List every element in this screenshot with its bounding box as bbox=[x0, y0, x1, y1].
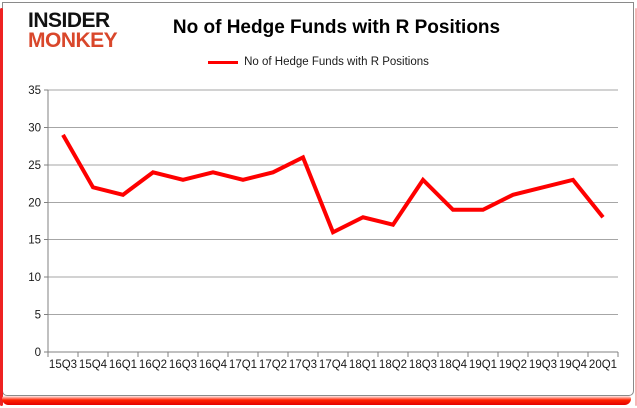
x-tick-label: 18Q3 bbox=[409, 359, 437, 371]
frame-bottom-red-bar bbox=[2, 396, 631, 405]
x-tick-label: 19Q4 bbox=[559, 359, 588, 371]
y-tick-label: 0 bbox=[35, 347, 41, 359]
y-tick-label: 20 bbox=[28, 197, 41, 209]
x-tick-label: 18Q1 bbox=[349, 359, 377, 371]
y-tick-label: 30 bbox=[28, 122, 41, 134]
y-tick-label: 35 bbox=[28, 85, 41, 97]
y-tick-label: 25 bbox=[28, 160, 41, 172]
logo-line-monkey: MONKEY bbox=[28, 28, 118, 52]
x-tick-label: 17Q4 bbox=[319, 359, 348, 371]
legend: No of Hedge Funds with R Positions bbox=[0, 56, 637, 68]
x-tick-label: 17Q3 bbox=[289, 359, 317, 371]
x-tick-label: 16Q4 bbox=[199, 359, 228, 371]
legend-line-swatch bbox=[208, 60, 239, 64]
frame-right-border bbox=[635, 8, 637, 406]
y-tick-label: 5 bbox=[35, 310, 41, 322]
y-tick-label: 15 bbox=[28, 235, 41, 247]
x-tick-label: 17Q2 bbox=[259, 359, 287, 371]
x-tick-label: 16Q2 bbox=[139, 359, 167, 371]
x-tick-label: 15Q4 bbox=[79, 359, 108, 371]
series-line bbox=[61, 133, 605, 235]
x-tick-label: 19Q3 bbox=[529, 359, 557, 371]
x-tick-label: 18Q4 bbox=[439, 359, 468, 371]
x-tick-label: 16Q1 bbox=[109, 359, 137, 371]
chart-title: No of Hedge Funds with R Positions bbox=[172, 17, 501, 38]
frame-left-border bbox=[0, 8, 3, 406]
x-tick-label: 19Q1 bbox=[469, 359, 497, 371]
x-tick-label: 20Q1 bbox=[589, 359, 617, 371]
legend-label: No of Hedge Funds with R Positions bbox=[244, 56, 429, 68]
insider-monkey-logo: INSIDER MONKEY bbox=[28, 9, 118, 52]
logo-line-insider: INSIDER bbox=[28, 9, 110, 32]
x-tick-label: 16Q3 bbox=[169, 359, 197, 371]
x-tick-label: 19Q2 bbox=[499, 359, 527, 371]
y-tick-label: 10 bbox=[28, 272, 41, 284]
x-tick-label: 17Q1 bbox=[229, 359, 257, 371]
x-tick-label: 15Q3 bbox=[49, 359, 77, 371]
x-tick-label: 18Q2 bbox=[379, 359, 407, 371]
